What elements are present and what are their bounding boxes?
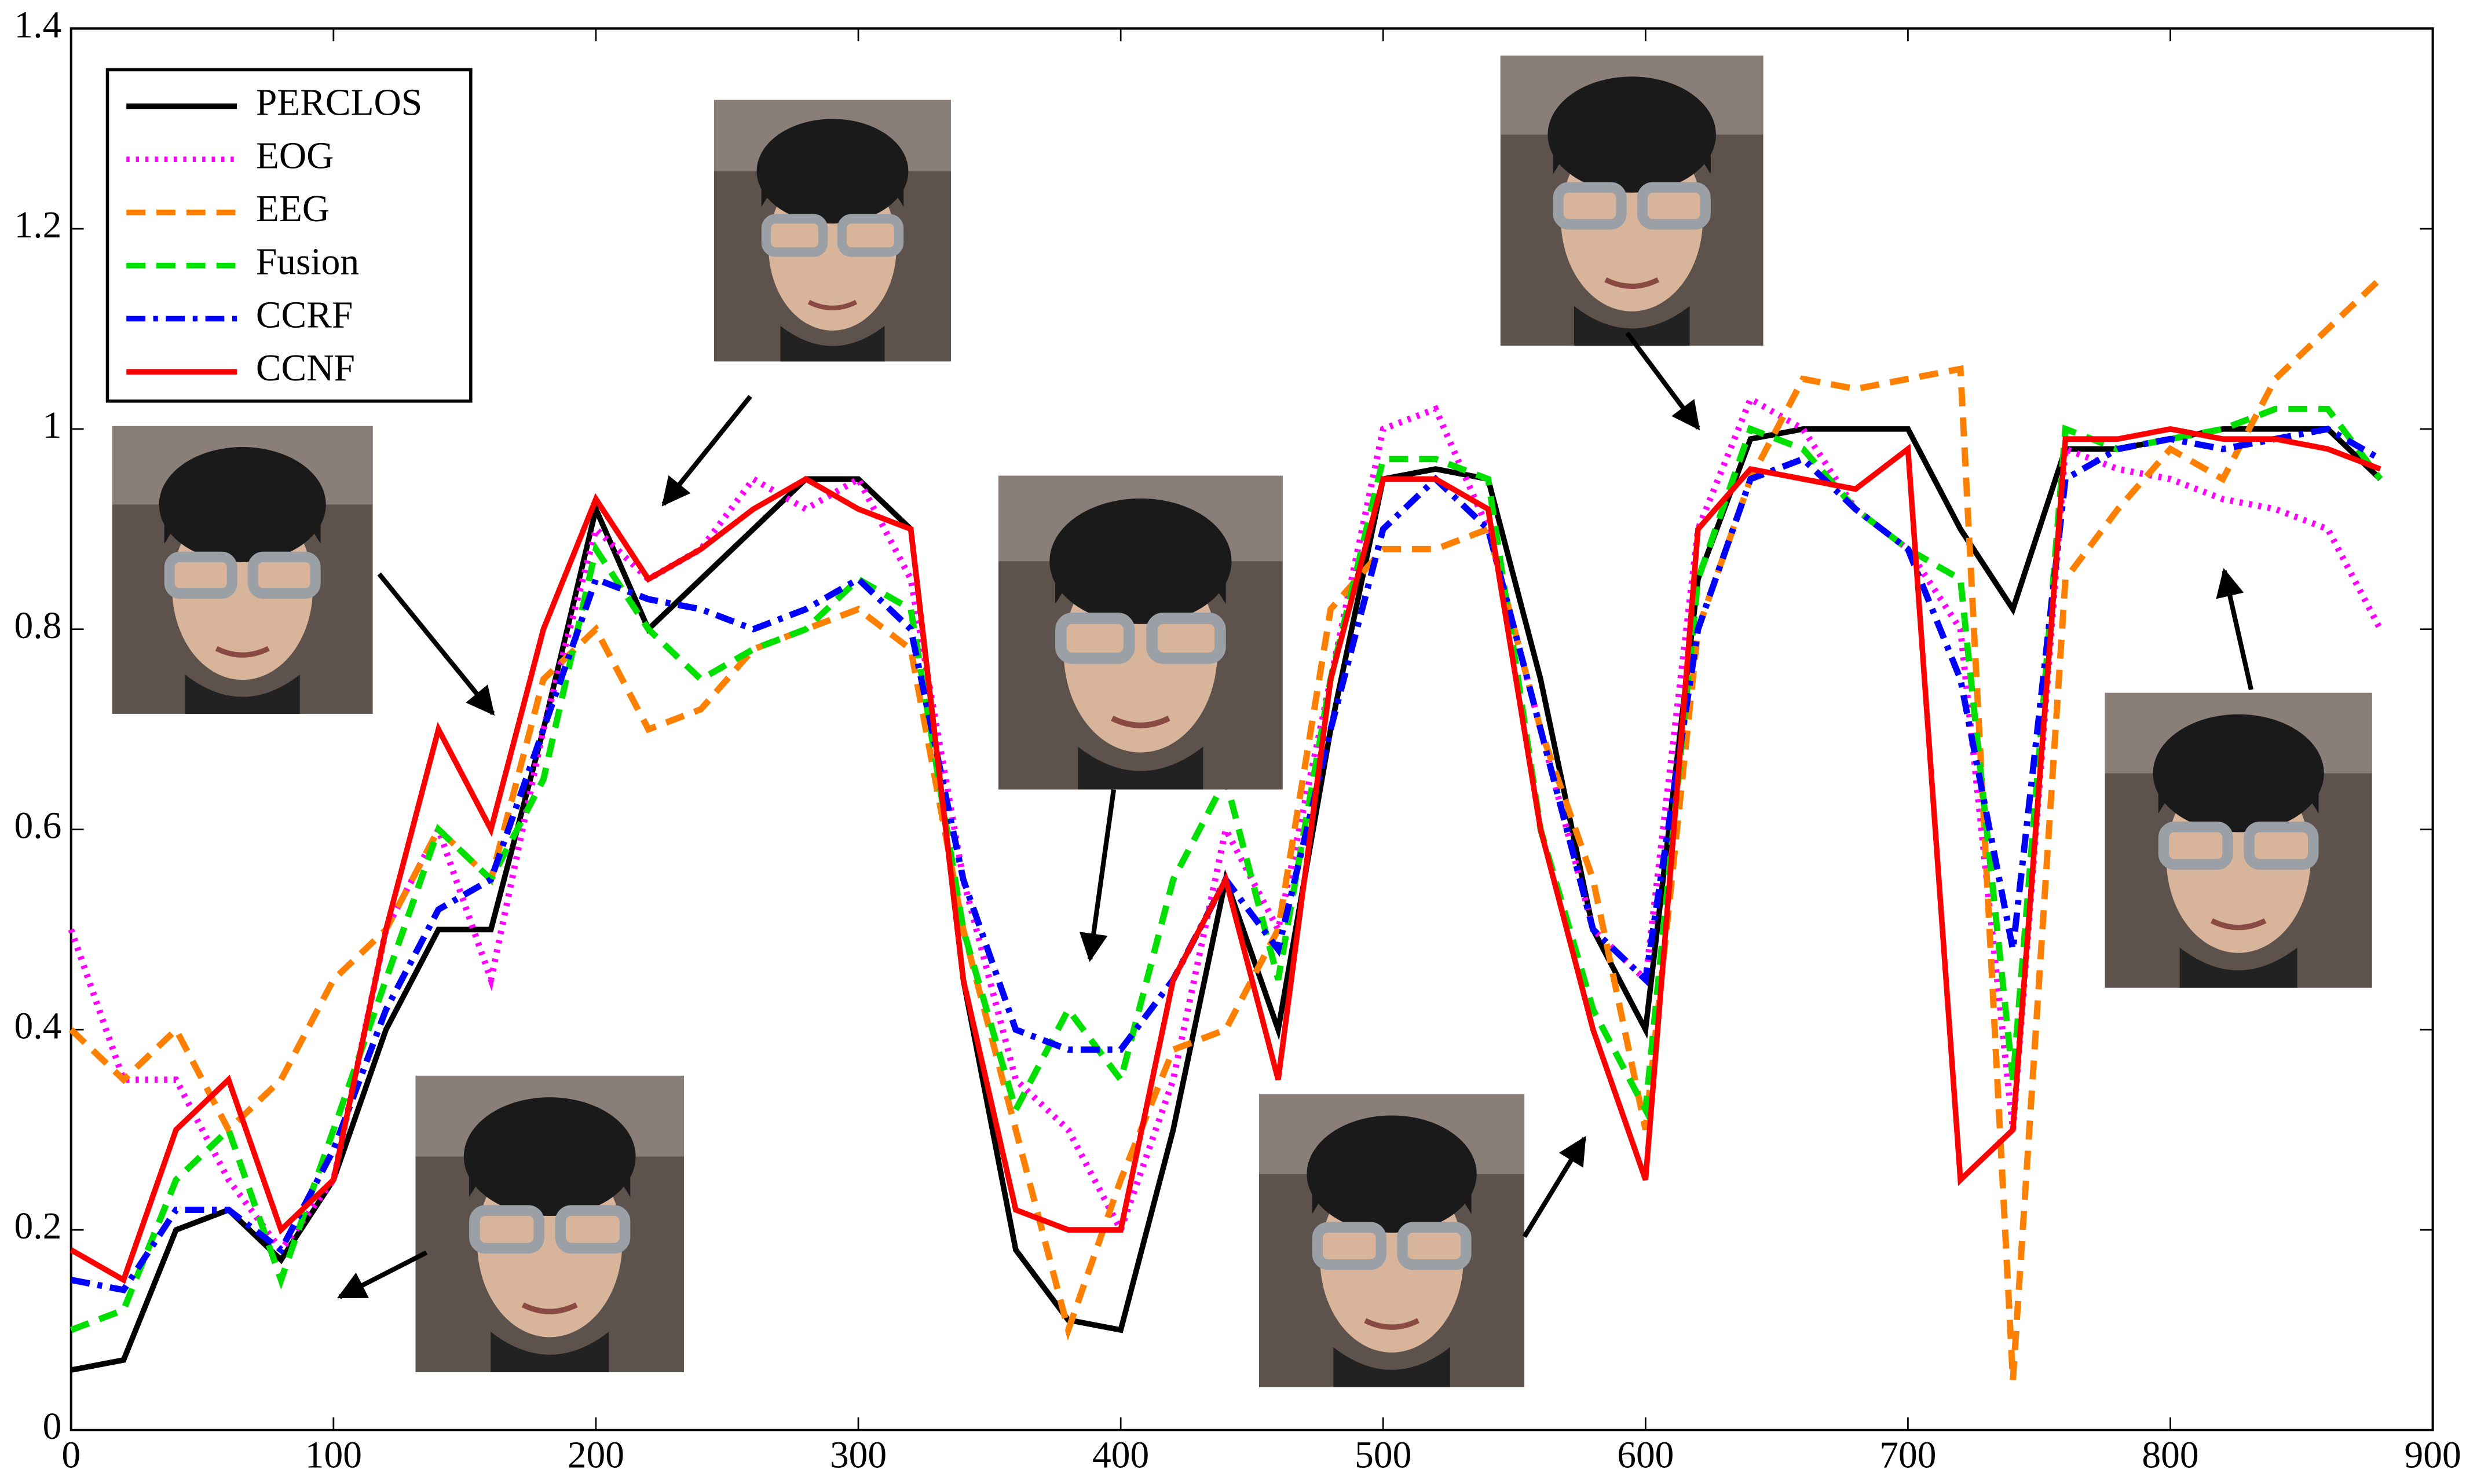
photo [1259,1094,1524,1387]
arrow [661,394,752,507]
x-tick-label: 0 [61,1434,81,1476]
y-tick-label: 0.8 [14,605,62,647]
photo [714,100,951,362]
y-tick-label: 1 [43,405,62,446]
arrow [2216,567,2253,691]
x-tick-label: 500 [1355,1434,1411,1476]
legend-label: EOG [256,135,334,177]
x-tick-label: 400 [1092,1434,1149,1476]
arrow [377,572,495,716]
legend-label: CCNF [256,347,355,389]
x-tick-label: 100 [305,1434,362,1476]
photo [415,1076,684,1372]
x-tick-label: 800 [2142,1434,2198,1476]
x-tick-label: 200 [568,1434,624,1476]
legend-label: Fusion [256,241,359,283]
legend-label: CCRF [256,294,353,336]
legend: PERCLOS EOG EEG Fusion CCRF CCNF [105,68,473,403]
series-line [69,426,2381,1284]
series-line [68,394,2383,1255]
photo [998,475,1283,789]
x-tick-label: 900 [2405,1434,2461,1476]
arrow [1522,1135,1587,1238]
y-tick-label: 0.4 [14,1005,62,1047]
x-tick-label: 600 [1617,1434,1674,1476]
x-tick-label: 300 [830,1434,887,1476]
y-tick-label: 0 [43,1406,62,1448]
arrow [1625,331,1700,431]
legend-box [105,68,473,403]
photo [1501,56,1763,346]
photo [112,426,373,714]
x-tick-label: 700 [1879,1434,1936,1476]
y-tick-label: 1.2 [14,204,62,246]
legend-label: PERCLOS [256,82,422,123]
y-tick-label: 1.4 [14,4,62,46]
arrow [337,1250,428,1299]
arrows [337,331,2253,1299]
y-tick-label: 0.2 [14,1205,62,1247]
y-tick-label: 0.6 [14,805,62,847]
arrow [1079,789,1117,962]
photo [2105,693,2372,988]
legend-label: EEG [256,188,330,230]
